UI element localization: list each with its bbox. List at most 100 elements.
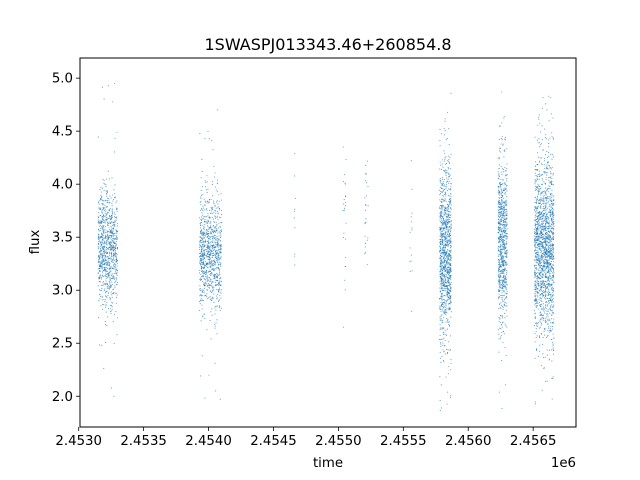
data-point	[411, 188, 413, 190]
data-point	[443, 254, 445, 256]
data-point	[201, 253, 203, 255]
data-point	[499, 185, 502, 187]
data-point	[442, 321, 444, 323]
data-point	[541, 228, 543, 230]
data-point	[505, 305, 507, 307]
data-point	[215, 275, 218, 277]
data-point	[440, 249, 442, 251]
data-point	[445, 333, 447, 335]
data-point	[217, 241, 219, 243]
data-point	[543, 318, 545, 320]
data-point	[199, 288, 202, 290]
data-point	[99, 293, 101, 295]
data-point	[206, 191, 208, 194]
data-point	[500, 270, 502, 273]
data-point	[500, 239, 502, 241]
data-point	[218, 288, 220, 290]
data-point	[200, 229, 202, 231]
data-point	[542, 294, 544, 296]
data-point	[540, 242, 542, 244]
data-point	[102, 208, 104, 210]
data-point	[501, 315, 504, 317]
data-point	[218, 270, 220, 272]
data-point	[548, 257, 550, 259]
data-point	[103, 260, 105, 263]
data-point	[102, 258, 104, 260]
data-point	[203, 217, 205, 219]
data-point	[411, 227, 413, 229]
data-point	[449, 156, 451, 158]
data-point	[449, 239, 451, 241]
data-point	[443, 361, 445, 363]
data-point	[537, 255, 539, 257]
data-point	[212, 235, 214, 237]
data-point	[443, 282, 445, 284]
data-point	[115, 218, 117, 220]
data-point	[113, 278, 115, 280]
data-point	[214, 234, 216, 237]
data-point	[443, 252, 445, 254]
data-point	[343, 209, 345, 211]
data-point	[546, 258, 548, 261]
data-point	[497, 232, 499, 234]
data-point	[207, 246, 209, 248]
data-point	[105, 264, 107, 266]
data-point	[442, 273, 444, 275]
data-point	[500, 222, 502, 224]
data-point	[504, 208, 506, 210]
data-point	[449, 198, 451, 200]
data-point	[447, 288, 449, 290]
data-point	[537, 231, 539, 233]
data-point	[111, 246, 113, 248]
data-point	[100, 220, 102, 222]
data-point	[115, 252, 118, 255]
data-point	[199, 264, 201, 266]
data-point	[498, 261, 500, 263]
data-point	[552, 237, 555, 239]
data-point	[441, 220, 443, 222]
data-point	[547, 247, 549, 249]
data-point	[207, 285, 209, 287]
data-point	[217, 242, 219, 244]
data-point	[441, 304, 443, 306]
data-point	[538, 237, 540, 239]
data-point	[445, 195, 447, 197]
data-point	[102, 296, 104, 298]
data-point	[411, 229, 413, 231]
data-point	[209, 277, 211, 279]
data-point	[444, 186, 446, 188]
data-point	[203, 242, 205, 244]
data-point	[217, 238, 219, 240]
data-point	[106, 222, 108, 224]
data-point	[206, 293, 208, 295]
data-point	[551, 227, 554, 229]
data-point	[114, 260, 116, 262]
data-point	[212, 149, 214, 151]
data-point	[447, 308, 449, 310]
data-point	[504, 243, 506, 245]
data-point	[505, 170, 507, 172]
data-point	[443, 288, 445, 290]
data-point	[207, 202, 209, 204]
data-point	[504, 138, 506, 140]
data-point	[439, 128, 441, 131]
data-point	[443, 306, 445, 308]
data-point	[218, 235, 220, 237]
data-point	[218, 271, 220, 273]
data-point	[540, 314, 542, 316]
data-point	[535, 198, 537, 200]
data-point	[544, 255, 546, 257]
data-point	[105, 184, 107, 186]
data-point	[211, 246, 214, 248]
data-point	[439, 316, 441, 318]
data-point	[548, 265, 550, 267]
data-point	[546, 171, 548, 173]
data-point	[445, 191, 447, 193]
data-point	[499, 147, 501, 149]
data-point	[208, 241, 210, 243]
data-point	[219, 289, 221, 291]
data-point	[441, 263, 443, 265]
data-point	[449, 249, 451, 251]
data-point	[450, 282, 452, 284]
data-point	[498, 173, 500, 175]
